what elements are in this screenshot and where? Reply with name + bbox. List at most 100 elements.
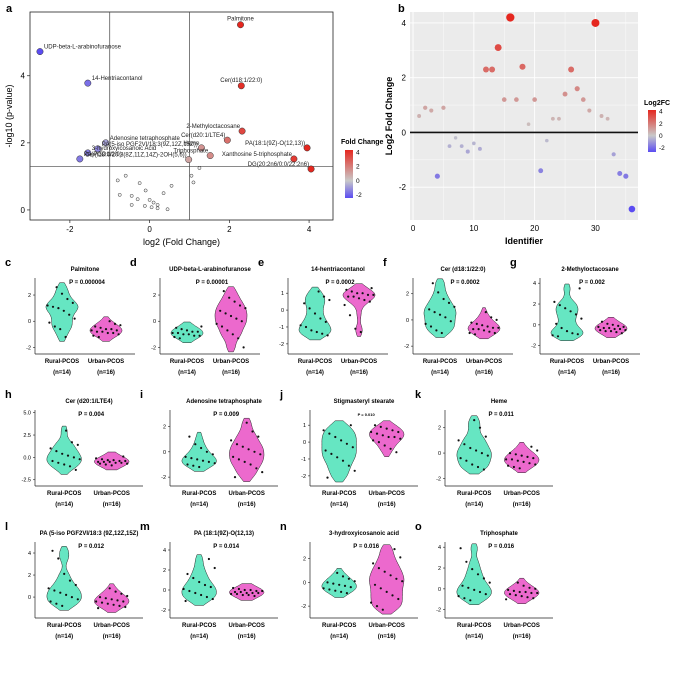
volcano-point-pa-5-iso-pgf2vi-18-3-9z-12z-15z bbox=[94, 145, 102, 153]
data-point bbox=[469, 599, 472, 602]
data-point bbox=[126, 462, 129, 465]
violin-rural bbox=[456, 543, 492, 605]
y-tick-label: 0 bbox=[163, 450, 166, 456]
group-label: Urban-PCOS bbox=[466, 359, 502, 365]
panel-g-violin: g 2-Methyloctacosane -2 0 2 4 P = 0.002 Rural-P… bbox=[510, 257, 640, 376]
legend-tick-label: 2 bbox=[356, 164, 360, 171]
data-point bbox=[326, 476, 329, 479]
data-point bbox=[480, 452, 483, 455]
group-n: (n=16) bbox=[513, 634, 531, 640]
data-point bbox=[97, 460, 100, 463]
data-point bbox=[397, 430, 400, 434]
data-point bbox=[198, 580, 201, 584]
data-point bbox=[244, 307, 247, 310]
data-point bbox=[317, 290, 320, 293]
data-point bbox=[176, 331, 180, 335]
data-point bbox=[120, 592, 123, 595]
y-tick-label: 2 bbox=[163, 424, 166, 430]
data-point bbox=[493, 331, 496, 335]
data-point bbox=[315, 330, 318, 334]
data-point bbox=[486, 454, 489, 457]
data-point bbox=[46, 304, 49, 307]
y-tick-label: 2 bbox=[153, 293, 156, 299]
data-point bbox=[65, 593, 68, 597]
data-point bbox=[237, 337, 240, 340]
panel-letter-g: g bbox=[510, 257, 517, 269]
data-point bbox=[477, 328, 480, 331]
volcano-label: Cer(t18:0/20:3(8Z,11Z,14Z)-2OH(5,6)) bbox=[85, 153, 187, 159]
data-point bbox=[393, 435, 396, 439]
p-value: P = 0.004 bbox=[78, 412, 104, 418]
x-tick-label: 20 bbox=[530, 224, 539, 233]
group-label: Urban-PCOS bbox=[229, 623, 265, 629]
panel-o-violin: o Triphosphate -2 0 2 4 P = 0.016 Rural-PCOS (n=… bbox=[415, 521, 553, 640]
violin-title: Adenosine tetraphosphate bbox=[186, 399, 262, 405]
p-value: P = 0.016 bbox=[353, 544, 379, 550]
volcano-label: PA(5-iso PGF2VI/18:3(9Z,12Z,15Z)) bbox=[102, 142, 198, 148]
data-point bbox=[449, 320, 452, 323]
y-axis-label: Log2 Fold Change bbox=[384, 77, 394, 156]
data-point bbox=[475, 322, 478, 325]
data-point bbox=[101, 330, 104, 333]
data-point bbox=[112, 603, 115, 606]
data-point bbox=[347, 464, 350, 467]
volcano-point bbox=[161, 191, 166, 196]
data-point bbox=[470, 321, 473, 324]
p-value: P = 0.000004 bbox=[69, 280, 105, 286]
data-point bbox=[102, 460, 105, 463]
panel-letter-h: h bbox=[5, 389, 12, 401]
data-point bbox=[599, 329, 602, 332]
data-point bbox=[576, 333, 579, 336]
data-point bbox=[304, 325, 308, 329]
data-point bbox=[349, 586, 352, 589]
data-point bbox=[76, 598, 79, 601]
data-point bbox=[368, 300, 371, 303]
fc-point bbox=[494, 44, 502, 52]
data-point bbox=[324, 320, 327, 323]
group-label: Urban-PCOS bbox=[369, 491, 405, 497]
data-point bbox=[484, 435, 487, 438]
fc-point bbox=[545, 138, 549, 143]
data-point bbox=[330, 452, 333, 455]
group-label: Rural-PCOS bbox=[457, 623, 491, 629]
panel-f-violin: f Cer (d18:1/22:0) -2 0 2 P = 0.0002 Rural-PCO… bbox=[383, 257, 513, 376]
data-point bbox=[230, 439, 233, 442]
data-point bbox=[505, 458, 508, 461]
violin-rural bbox=[456, 415, 492, 475]
data-point bbox=[241, 445, 244, 448]
volcano-point-3-hydroxyicosanoic-acid bbox=[84, 149, 92, 157]
volcano-point-2-methyloctacosane bbox=[238, 127, 246, 135]
data-point bbox=[370, 430, 373, 434]
data-point bbox=[389, 447, 392, 450]
data-point bbox=[444, 316, 447, 319]
fc-point bbox=[506, 13, 515, 22]
volcano-label: Triphosphate bbox=[173, 149, 208, 155]
data-point bbox=[556, 335, 560, 338]
volcano-point bbox=[165, 207, 170, 212]
data-point bbox=[232, 455, 235, 458]
data-point bbox=[328, 432, 331, 435]
y-tick-label: 0 bbox=[28, 595, 31, 601]
violin-rural bbox=[45, 282, 79, 342]
volcano-point bbox=[169, 183, 174, 188]
data-point bbox=[112, 459, 115, 462]
violin-urban bbox=[369, 544, 405, 615]
data-point bbox=[437, 291, 440, 294]
data-point bbox=[251, 591, 254, 595]
data-point bbox=[49, 447, 52, 450]
violin-title: Cer (d18:1/22:0) bbox=[440, 267, 485, 273]
data-point bbox=[237, 587, 240, 591]
violin-urban bbox=[504, 442, 540, 473]
fc-point bbox=[526, 122, 531, 126]
y-tick-label: -2 bbox=[399, 183, 407, 192]
data-point bbox=[196, 458, 199, 461]
fc-point bbox=[441, 105, 446, 110]
data-point bbox=[55, 450, 58, 453]
violin-title: Cer (d20:1/LTE4) bbox=[65, 399, 112, 405]
data-point bbox=[186, 463, 189, 466]
fc-point bbox=[477, 146, 482, 151]
p-value: P = 0.009 bbox=[213, 412, 239, 418]
volcano-point bbox=[155, 203, 160, 207]
y-tick-label: 0 bbox=[406, 318, 409, 324]
data-point bbox=[66, 297, 69, 301]
